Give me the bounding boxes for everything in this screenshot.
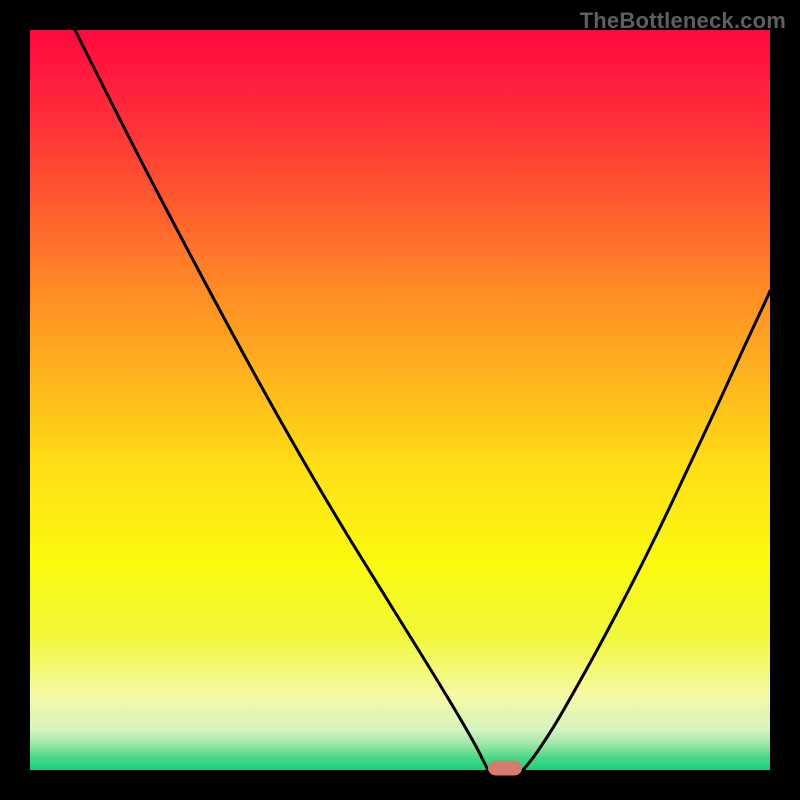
plot-area [30, 30, 770, 770]
right-curve [523, 291, 770, 770]
optimum-marker [488, 761, 522, 776]
bottleneck-curves [30, 30, 770, 770]
left-curve [75, 30, 488, 770]
chart-canvas: TheBottleneck.com [0, 0, 800, 800]
